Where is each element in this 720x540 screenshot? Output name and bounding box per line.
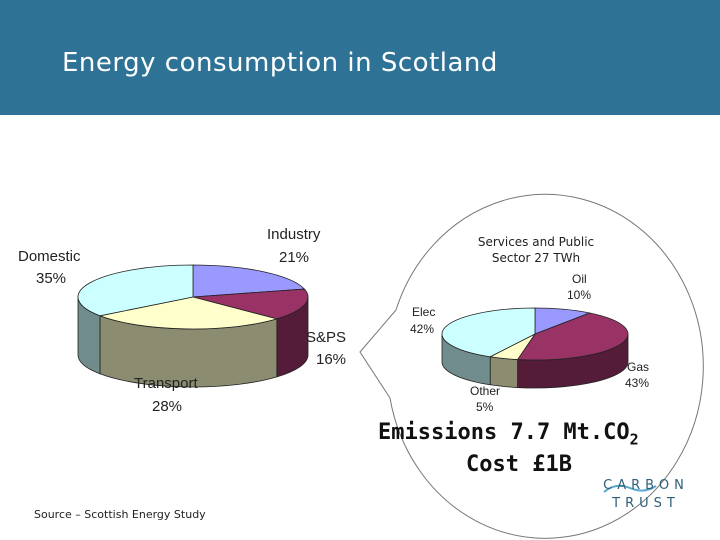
label-industry-value: 21% <box>279 249 309 266</box>
pie-slice-industry <box>192 264 306 298</box>
pie-chart-services <box>441 307 629 389</box>
services-chart-title-line1: Services and Public <box>478 235 594 249</box>
label-transport-name: Transport <box>134 375 198 392</box>
pie-slice-elec <box>441 307 536 358</box>
pie-chart-scotland <box>77 264 309 388</box>
label-elec-name: Elec <box>412 305 435 319</box>
logo-line1: CARBON <box>603 478 689 493</box>
header-bar: Energy consumption in Scotland <box>0 0 720 115</box>
label-other-name: Other <box>470 384 500 398</box>
label-gas-name: Gas <box>627 360 649 374</box>
label-oil-value: 10% <box>567 288 591 302</box>
label-sps-value: 16% <box>316 351 346 368</box>
label-transport-value: 28% <box>152 398 182 415</box>
pie-slice-s-ps <box>192 288 309 320</box>
emissions-prefix: Emissions 7.7 Mt.CO <box>378 420 630 445</box>
label-oil-name: Oil <box>572 272 587 286</box>
pie-slice-gas <box>516 312 629 361</box>
cost-text: Cost £1B <box>466 452 572 477</box>
pie-slice-domestic <box>77 264 194 317</box>
callout-bubble <box>359 193 704 539</box>
label-other-value: 5% <box>476 400 494 414</box>
label-elec-value: 42% <box>410 322 434 336</box>
label-gas-value: 43% <box>625 376 649 390</box>
label-domestic-name: Domestic <box>18 248 81 265</box>
emissions-subscript: 2 <box>629 430 639 449</box>
label-domestic-value: 35% <box>36 270 66 287</box>
logo-line2: TRUST <box>612 496 680 511</box>
pie-side-other <box>489 356 518 388</box>
page-title: Energy consumption in Scotland <box>62 48 498 78</box>
label-sps-name: S&PS <box>306 329 346 346</box>
label-industry-name: Industry <box>267 226 321 243</box>
emissions-text: Emissions 7.7 Mt.CO2 <box>378 420 708 448</box>
carbon-trust-logo: CARBON TRUST <box>596 478 696 518</box>
pie-slice-transport <box>98 296 279 330</box>
logo-wave-icon <box>603 484 657 493</box>
services-chart-title-line2: Sector 27 TWh <box>492 251 580 265</box>
source-note: Source – Scottish Energy Study <box>34 508 206 521</box>
